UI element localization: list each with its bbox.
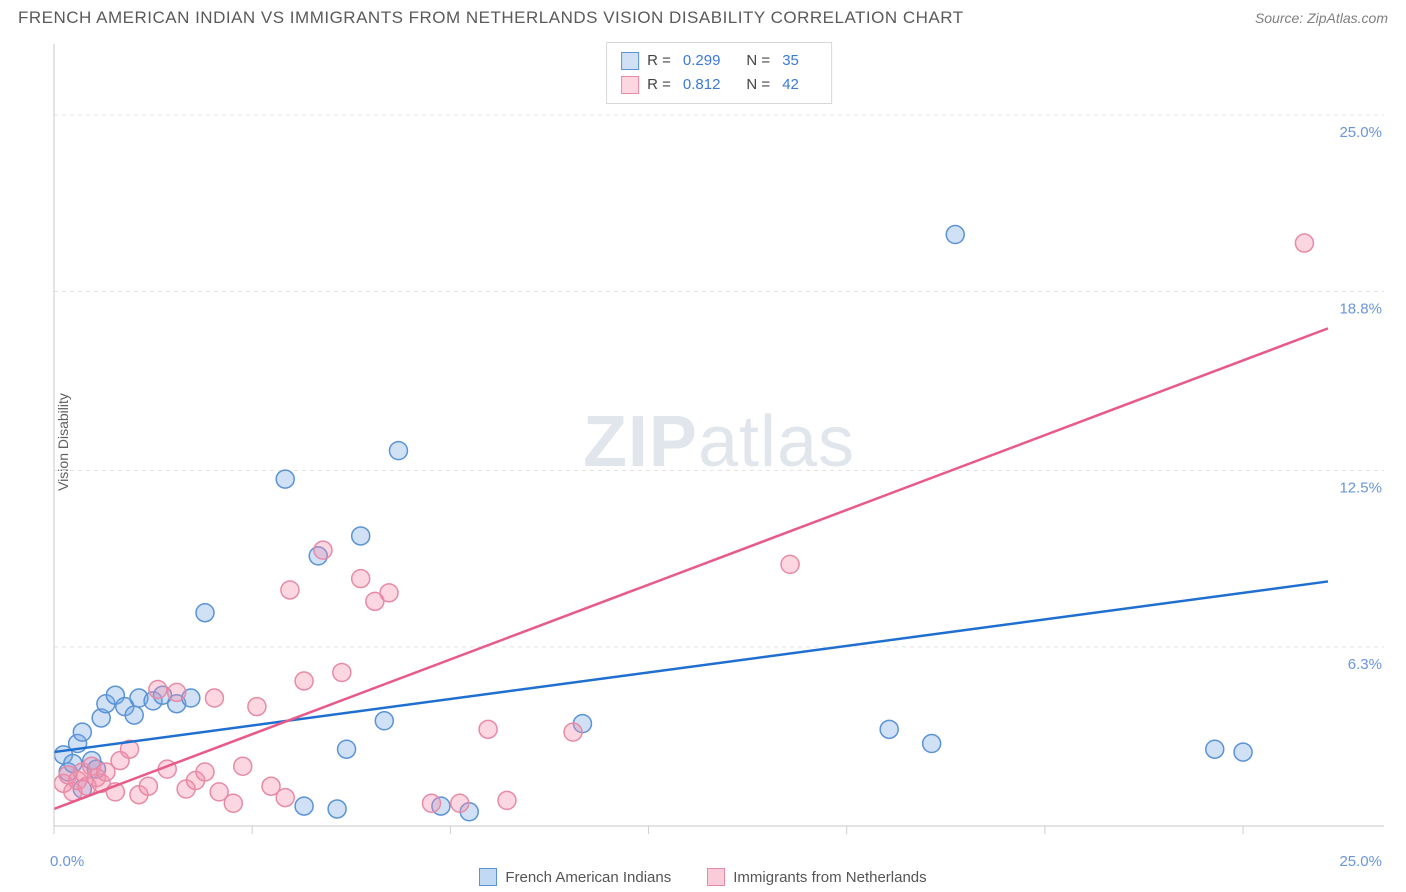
series-label-0: French American Indians	[505, 869, 671, 886]
series-legend-item-1: Immigrants from Netherlands	[707, 868, 926, 886]
legend-row-1: R = 0.812 N = 42	[621, 73, 817, 97]
series-swatch-0	[479, 868, 497, 886]
legend-r-value-0: 0.299	[683, 49, 721, 73]
legend-r-label-1: R =	[647, 73, 671, 97]
legend-swatch-1	[621, 76, 639, 94]
legend-r-label-0: R =	[647, 49, 671, 73]
legend-swatch-0	[621, 52, 639, 70]
svg-text:12.5%: 12.5%	[1339, 480, 1382, 497]
chart-area: Vision Disability 6.3%12.5%18.8%25.0% ZI…	[50, 40, 1388, 844]
series-label-1: Immigrants from Netherlands	[733, 869, 926, 886]
correlation-legend: R = 0.299 N = 35 R = 0.812 N = 42	[606, 42, 832, 104]
legend-n-value-1: 42	[782, 73, 799, 97]
source-prefix: Source:	[1255, 10, 1307, 26]
series-legend: French American Indians Immigrants from …	[0, 868, 1406, 886]
source-name: ZipAtlas.com	[1307, 10, 1388, 26]
svg-text:18.8%: 18.8%	[1339, 300, 1382, 317]
scatter-plot: 6.3% 12.5% 18.8% 25.0%	[50, 40, 1388, 844]
legend-row-0: R = 0.299 N = 35	[621, 49, 817, 73]
chart-header: FRENCH AMERICAN INDIAN VS IMMIGRANTS FRO…	[0, 0, 1406, 38]
legend-n-label-0: N =	[746, 49, 770, 73]
legend-n-label-1: N =	[746, 73, 770, 97]
legend-n-value-0: 35	[782, 49, 799, 73]
legend-r-value-1: 0.812	[683, 73, 721, 97]
chart-source: Source: ZipAtlas.com	[1255, 10, 1388, 26]
series-legend-item-0: French American Indians	[479, 868, 671, 886]
svg-text:25.0%: 25.0%	[1339, 124, 1382, 141]
chart-title: FRENCH AMERICAN INDIAN VS IMMIGRANTS FRO…	[18, 8, 964, 28]
series-swatch-1	[707, 868, 725, 886]
svg-text:6.3%: 6.3%	[1348, 656, 1382, 673]
